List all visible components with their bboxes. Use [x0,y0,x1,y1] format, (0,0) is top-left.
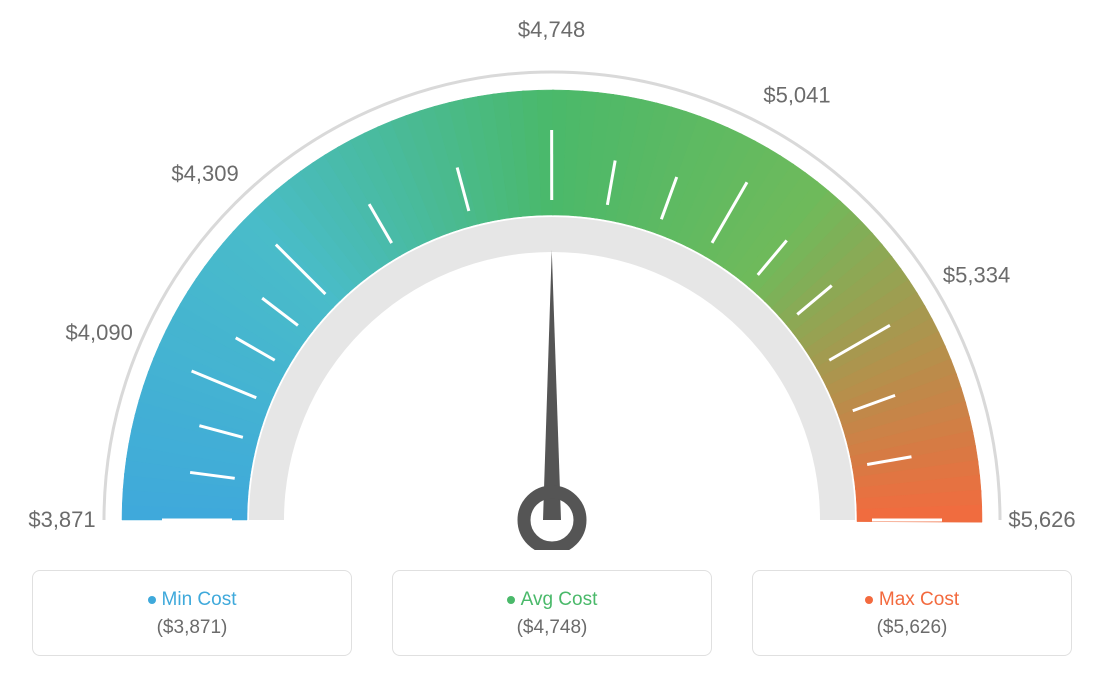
legend-card-max: Max Cost ($5,626) [752,570,1072,656]
legend-card-avg: Avg Cost ($4,748) [392,570,712,656]
legend-label-min: Min Cost [162,589,237,610]
legend-label-avg: Avg Cost [521,589,598,610]
gauge-needle [543,250,561,520]
gauge-chart: $3,871 $4,090 $4,309 $4,748 $5,041 $5,334 $5,6… [20,20,1084,550]
legend-value-avg: ($4,748) [403,617,701,639]
legend-dot-min [148,596,156,604]
gauge-tick-label: $3,871 [28,507,95,532]
legend-title-min: Min Cost [43,589,341,611]
legend-label-max: Max Cost [879,589,959,610]
legend-card-min: Min Cost ($3,871) [32,570,352,656]
legend-value-max: ($5,626) [763,617,1061,639]
gauge-tick-label: $5,334 [943,262,1010,287]
gauge-tick-label: $4,090 [66,320,133,345]
gauge-tick-label: $5,626 [1008,507,1075,532]
gauge-tick-label: $5,041 [763,83,830,108]
legend-dot-max [865,596,873,604]
legend-row: Min Cost ($3,871) Avg Cost ($4,748) Max … [20,570,1084,656]
gauge-tick-label: $4,309 [171,161,238,186]
legend-title-max: Max Cost [763,589,1061,611]
gauge-tick-label: $4,748 [518,20,585,42]
gauge-svg: $3,871 $4,090 $4,309 $4,748 $5,041 $5,334 $5,6… [20,20,1084,550]
legend-title-avg: Avg Cost [403,589,701,611]
legend-dot-avg [507,596,515,604]
legend-value-min: ($3,871) [43,617,341,639]
